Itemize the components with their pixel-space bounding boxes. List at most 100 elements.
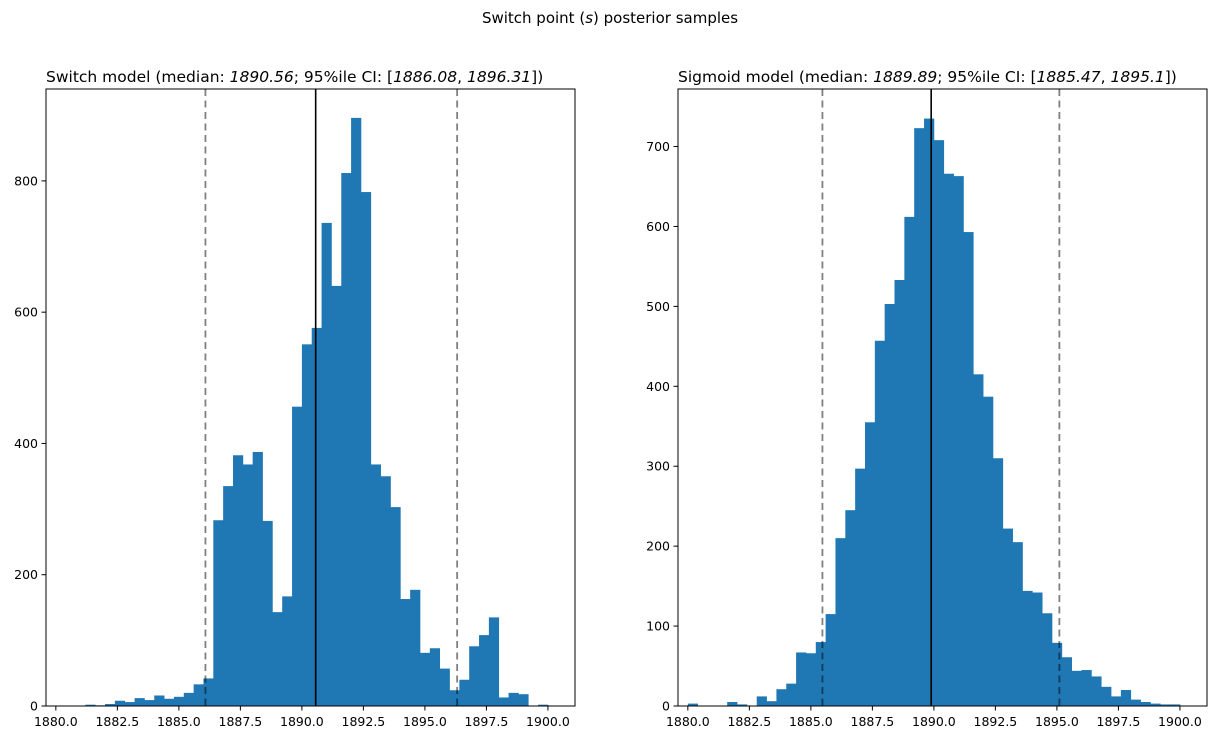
- switch-model-bar: [85, 704, 96, 706]
- sigmoid-model-bar: [835, 538, 846, 706]
- sigmoid-model-y-tick-label: 100: [646, 619, 670, 634]
- sigmoid-model-bar: [1061, 657, 1073, 706]
- sigmoid-model-bar: [1032, 592, 1043, 706]
- switch-model-bar: [183, 692, 194, 706]
- sigmoid-model-bar: [933, 140, 945, 706]
- switch-model-bar: [233, 455, 244, 706]
- sigmoid-model-bar: [1101, 686, 1112, 706]
- sigmoid-model-bar: [825, 614, 836, 706]
- sigmoid-model-bar: [1042, 613, 1053, 706]
- sigmoid-model-x-tick-label: 1890.0: [912, 714, 956, 729]
- sigmoid-model-bar: [805, 653, 817, 706]
- switch-model-y-tick-label: 600: [14, 305, 38, 320]
- switch-model-y-axis: 0 200 400 600 800: [14, 173, 46, 714]
- switch-model-bar: [311, 327, 322, 706]
- sigmoid-model-bar: [776, 689, 787, 706]
- switch-model-bar: [124, 702, 135, 706]
- switch-model-x-tick-label: 1890.0: [280, 714, 324, 729]
- sigmoid-model-x-tick-label: 1897.5: [1097, 714, 1141, 729]
- sigmoid-model-bar: [1150, 703, 1161, 706]
- sigmoid-model-x-axis: 1880.0 1882.5 1885.0 1887.5 1890.0 1892.5 1895…: [666, 706, 1202, 729]
- sigmoid-model-bar: [756, 696, 767, 706]
- sigmoid-model-bar: [1071, 670, 1082, 706]
- sigmoid-model-bar: [786, 683, 797, 706]
- switch-model-bar: [351, 117, 362, 706]
- switch-model-bar: [321, 222, 332, 706]
- switch-model-bar: [390, 507, 401, 706]
- switch-model-y-tick-label: 800: [14, 173, 38, 188]
- sigmoid-model-bar: [1111, 696, 1122, 706]
- sigmoid-model-x-tick-label: 1882.5: [727, 714, 771, 729]
- switch-model-bar: [488, 617, 500, 706]
- switch-model-bar: [518, 694, 529, 706]
- sigmoid-model-y-axis: 0 100 200 300 400 500 600 700: [646, 139, 678, 714]
- switch-model-x-tick-label: 1895.0: [403, 714, 447, 729]
- sigmoid-model-bar: [943, 173, 954, 707]
- switch-model-bar: [429, 648, 441, 706]
- sigmoid-model-bars: [687, 118, 1181, 707]
- switch-model-title: Switch model (median: 1890.56; 95%ile CI…: [46, 68, 543, 86]
- sigmoid-model-bar: [953, 176, 964, 706]
- sigmoid-model-bar: [796, 652, 807, 706]
- switch-model-x-tick-label: 1882.5: [95, 714, 139, 729]
- sigmoid-model-bar: [727, 702, 738, 706]
- sigmoid-model-bar: [1002, 528, 1013, 706]
- switch-model-plot-frame: [45, 88, 576, 707]
- switch-model-y-tick-label: 200: [14, 567, 38, 582]
- switch-model-bar: [400, 599, 411, 706]
- switch-model-y-tick-label: 0: [30, 699, 38, 714]
- switch-model-bar: [301, 344, 313, 706]
- sigmoid-model-y-tick-label: 400: [646, 379, 670, 394]
- sigmoid-model-bar: [815, 642, 826, 706]
- switch-model-x-tick-label: 1887.5: [219, 714, 263, 729]
- sigmoid-model-panel: Sigmoid model (median: 1889.89; 95%ile C…: [646, 68, 1208, 729]
- switch-model-x-tick-label: 1892.5: [342, 714, 386, 729]
- switch-model-bar: [272, 612, 283, 706]
- sigmoid-model-bar: [884, 303, 895, 706]
- sigmoid-model-bar: [855, 468, 866, 706]
- switch-model-reference-lines: [204, 89, 459, 706]
- sigmoid-model-bar: [1051, 642, 1063, 706]
- sigmoid-model-bar: [1012, 542, 1023, 706]
- sigmoid-model-x-tick-label: 1900.0: [1158, 714, 1202, 729]
- sigmoid-model-x-tick-label: 1887.5: [851, 714, 895, 729]
- switch-model-bar: [252, 451, 263, 706]
- sigmoid-model-y-tick-label: 200: [646, 539, 670, 554]
- sigmoid-model-y-tick-label: 500: [646, 299, 670, 314]
- sigmoid-model-x-tick-label: 1880.0: [666, 714, 710, 729]
- switch-model-y-tick-label: 400: [14, 436, 38, 451]
- switch-model-bar: [114, 700, 126, 706]
- sigmoid-model-x-tick-label: 1892.5: [974, 714, 1018, 729]
- sigmoid-model-y-tick-label: 0: [662, 699, 670, 714]
- switch-model-bar: [469, 646, 480, 706]
- switch-model-x-tick-label: 1880.0: [34, 714, 78, 729]
- switch-model-bars: [85, 117, 549, 707]
- sigmoid-model-bar: [983, 396, 994, 706]
- switch-model-bar: [479, 635, 490, 706]
- sigmoid-model-bar: [1140, 702, 1151, 706]
- switch-model-x-tick-label: 1900.0: [526, 714, 570, 729]
- switch-model-bar: [370, 464, 381, 706]
- switch-model-x-tick-label: 1885.0: [157, 714, 201, 729]
- switch-model-bar: [410, 589, 421, 706]
- sigmoid-model-bar: [687, 703, 699, 706]
- switch-model-bar: [538, 704, 549, 706]
- sigmoid-model-bar: [914, 128, 925, 706]
- sigmoid-model-bar: [924, 118, 935, 706]
- sigmoid-model-bar: [1022, 590, 1033, 706]
- sigmoid-model-bar: [1130, 699, 1141, 706]
- sigmoid-model-bar: [1081, 670, 1092, 706]
- switch-model-bar: [173, 696, 185, 706]
- switch-model-bar: [242, 464, 254, 706]
- switch-model-bar: [498, 697, 509, 706]
- switch-model-bar: [360, 192, 372, 707]
- switch-model-bar: [223, 486, 234, 706]
- sigmoid-model-bar: [1170, 704, 1181, 706]
- sigmoid-model-title: Sigmoid model (median: 1889.89; 95%ile C…: [678, 68, 1177, 86]
- switch-model-bar: [154, 695, 165, 706]
- switch-model-bar: [203, 678, 214, 706]
- switch-model-bar: [331, 285, 342, 706]
- sigmoid-model-y-tick-label: 700: [646, 139, 670, 154]
- figure-suptitle: Switch point (s) posterior samples: [482, 9, 738, 27]
